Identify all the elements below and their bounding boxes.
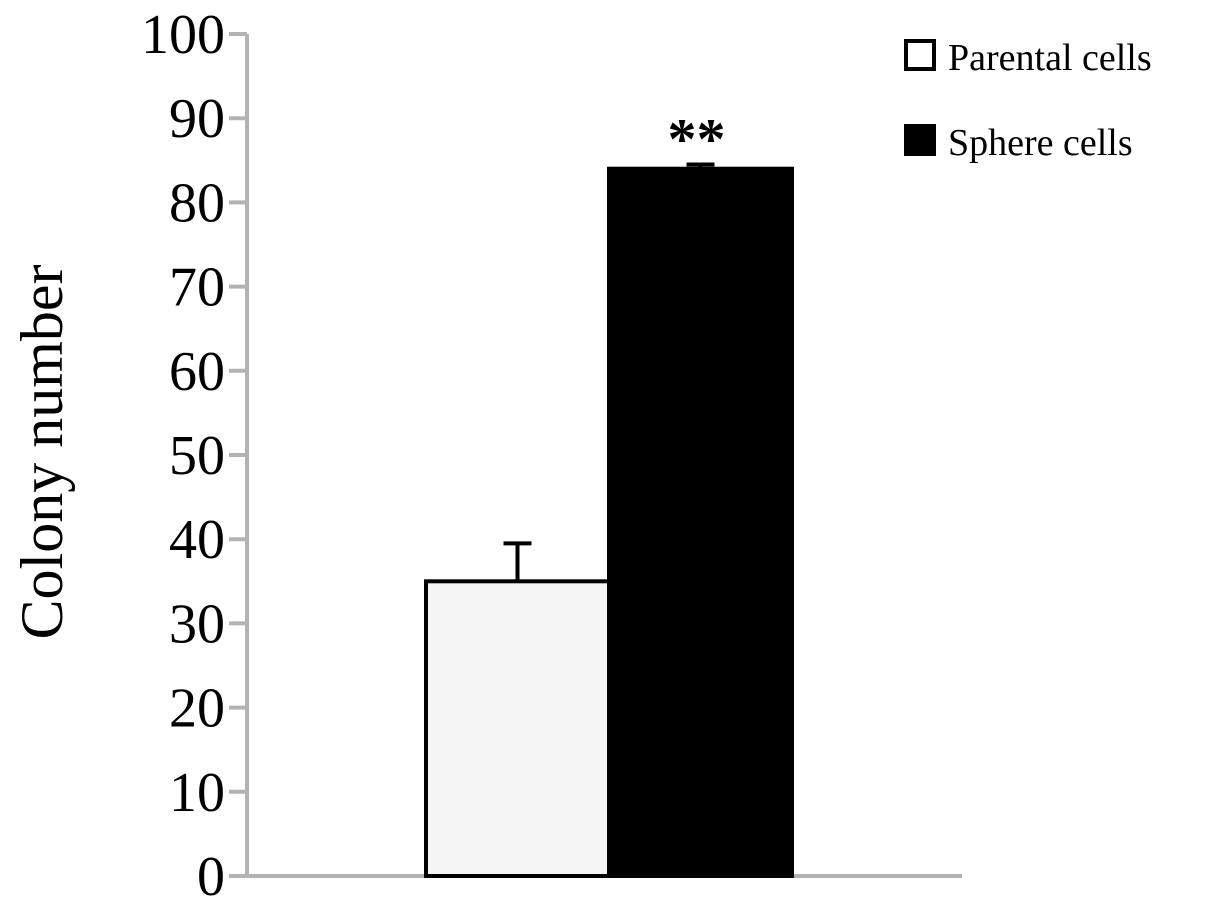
bar-parental-cells: [424, 579, 611, 878]
legend-swatch: [904, 124, 936, 156]
y-tick-label: 50: [169, 425, 225, 487]
y-tick-label: 30: [169, 593, 225, 655]
y-tick-label: 60: [169, 341, 225, 403]
annotations: **: [668, 107, 726, 172]
bars: [424, 166, 794, 879]
significance-annotation: **: [668, 107, 726, 172]
y-tick-label: 80: [169, 172, 225, 234]
legend-label: Parental cells: [948, 37, 1152, 79]
y-tick-label: 40: [169, 509, 225, 571]
y-tick-label: 10: [169, 762, 225, 824]
legend-label: Sphere cells: [948, 122, 1133, 164]
y-tick-label: 20: [169, 678, 225, 740]
y-tick-label: 100: [141, 4, 225, 66]
y-axis-title: Colony number: [9, 265, 75, 640]
error-bars: [503, 162, 715, 582]
y-axis-ticks: 0 10 20 30 40 50 60 70 80 90 100: [141, 4, 247, 908]
legend: Parental cells Sphere cells: [904, 37, 1152, 164]
legend-swatch: [904, 39, 936, 71]
y-tick-label: 70: [169, 257, 225, 319]
bar-sphere-cells: [607, 166, 794, 879]
y-tick-label: 90: [169, 88, 225, 150]
y-tick-label: 0: [197, 846, 225, 908]
